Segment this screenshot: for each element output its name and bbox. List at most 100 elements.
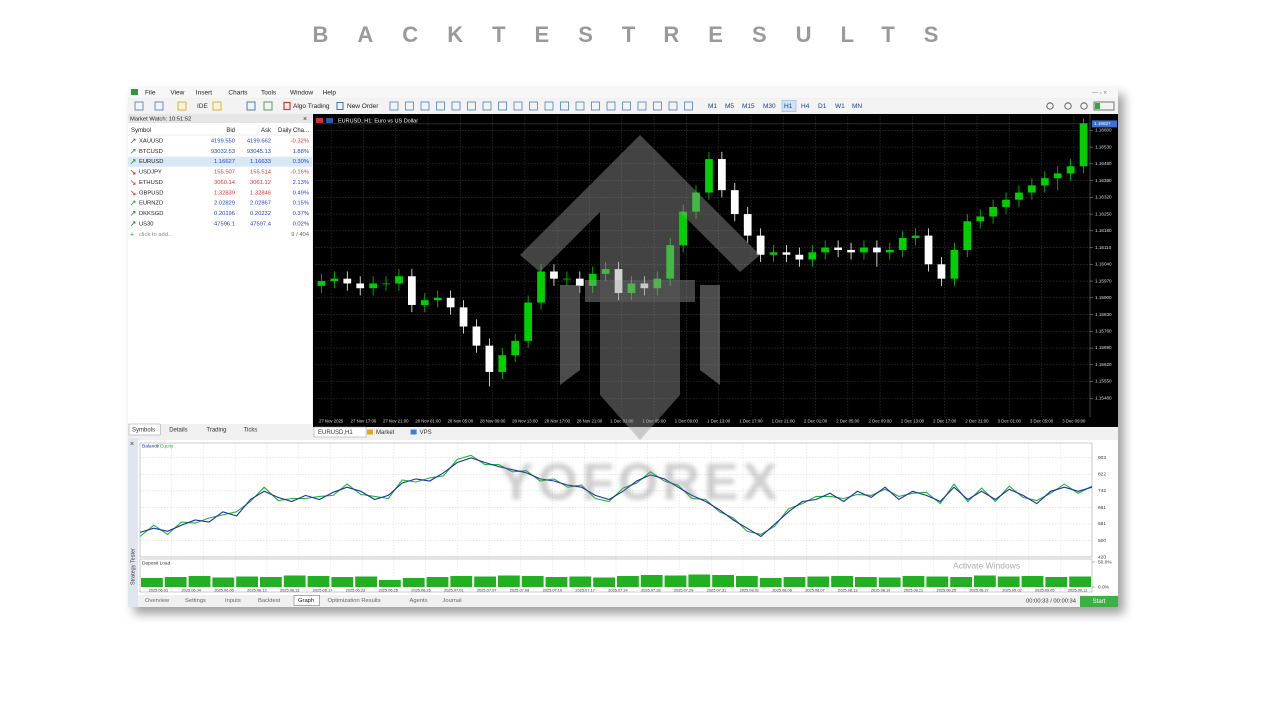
symbol-name[interactable]: USDJPY xyxy=(139,170,162,176)
toolbar-icon[interactable] xyxy=(684,101,693,111)
candle-body xyxy=(1079,123,1088,167)
menu-item[interactable]: Help xyxy=(323,90,337,97)
candle-body xyxy=(924,235,933,265)
toolbar-icon[interactable] xyxy=(482,101,492,111)
timeframe-button[interactable]: M15 xyxy=(742,103,755,110)
toolbar-icon[interactable] xyxy=(154,101,164,111)
tester-tab[interactable]: Inputs xyxy=(225,598,241,604)
toolbar-icon[interactable] xyxy=(405,101,414,111)
toolbar-button[interactable]: Algo Trading xyxy=(293,103,330,110)
candle-body xyxy=(666,245,675,279)
tester-tab[interactable]: Backtest xyxy=(258,598,281,604)
toolbar-icon[interactable] xyxy=(1080,102,1088,110)
symbol-name[interactable]: US30 xyxy=(139,221,154,227)
candle-body xyxy=(769,252,778,255)
price-tick-label: 1.16390 xyxy=(1095,178,1112,183)
toolbar-icon[interactable] xyxy=(591,101,600,111)
timeframe-button[interactable]: H4 xyxy=(801,103,810,110)
toolbar-icon[interactable] xyxy=(246,101,256,111)
timeframe-button[interactable]: M1 xyxy=(708,103,717,110)
timeframe-button[interactable]: MN xyxy=(852,103,862,110)
toolbar-icon[interactable] xyxy=(1064,102,1072,110)
toolbar-icon[interactable] xyxy=(1046,102,1054,110)
menu-item[interactable]: Tools xyxy=(261,90,277,97)
symbol-name[interactable]: GBPUSD xyxy=(139,190,163,196)
chart-tab[interactable]: EURUSD,H1 xyxy=(318,430,353,436)
toolbar-icon[interactable] xyxy=(436,101,445,111)
menu-bar xyxy=(128,87,1118,98)
toolbar-icon[interactable] xyxy=(606,101,616,111)
start-button[interactable] xyxy=(1080,596,1118,607)
toolbar-icon[interactable] xyxy=(420,101,430,111)
toolbar-icon[interactable] xyxy=(637,101,647,111)
timeframe-button[interactable]: W1 xyxy=(835,103,845,110)
toolbar-icon[interactable] xyxy=(389,101,399,111)
load-title: Deposit Load xyxy=(142,560,171,566)
tester-tab[interactable]: Optimization Results xyxy=(328,598,381,604)
candle-body xyxy=(756,235,765,255)
toolbar-icon[interactable] xyxy=(498,101,507,111)
symbol-name[interactable]: EURNZD xyxy=(139,201,163,207)
toolbar-icon[interactable] xyxy=(622,101,631,111)
toolbar-icon[interactable] xyxy=(668,101,678,111)
toolbar-icon[interactable] xyxy=(467,101,476,111)
chart-tab[interactable]: VPS xyxy=(420,430,432,436)
add-symbol[interactable]: click to add... xyxy=(139,232,173,238)
candle-body xyxy=(976,216,985,222)
panel-tab[interactable]: Ticks xyxy=(244,428,258,434)
toolbar-icon[interactable] xyxy=(263,101,273,111)
symbol-name[interactable]: ETHUSD xyxy=(139,180,163,186)
load-bar xyxy=(878,577,901,587)
toolbar-icon[interactable] xyxy=(544,101,554,111)
panel-tab[interactable]: Details xyxy=(169,428,187,434)
toolbar-icon[interactable] xyxy=(653,101,662,111)
date-label: 2025.06.13 xyxy=(280,588,299,593)
toolbar-icon[interactable] xyxy=(560,101,569,111)
candle-body xyxy=(369,283,377,289)
candle-body xyxy=(782,252,791,255)
candle-body xyxy=(963,221,972,250)
panel-tab[interactable]: Trading xyxy=(206,428,226,434)
toolbar-icon[interactable] xyxy=(134,101,144,111)
symbol-name[interactable]: EURUSD xyxy=(139,159,163,165)
toolbar-button[interactable]: IDE xyxy=(197,103,209,110)
chart-tab[interactable]: Market xyxy=(376,430,395,436)
tester-tab[interactable]: Overview xyxy=(145,598,170,604)
toolbar-button[interactable]: New Order xyxy=(347,103,379,110)
timeframe-button[interactable]: M30 xyxy=(763,103,776,110)
tester-tab[interactable]: Agents xyxy=(410,598,428,604)
tester-tab-bar xyxy=(138,595,1118,607)
toolbar-icon[interactable] xyxy=(529,101,538,111)
timeframe-button[interactable]: M5 xyxy=(725,103,734,110)
tester-tab[interactable]: Settings xyxy=(185,598,206,604)
candle-body xyxy=(730,190,739,215)
panel-tab[interactable]: Symbols xyxy=(132,428,155,434)
toolbar-icon[interactable] xyxy=(451,101,461,111)
arrow-up-icon xyxy=(130,159,136,164)
symbol-name[interactable]: DKKSGD xyxy=(139,211,163,217)
menu-item[interactable]: Insert xyxy=(196,90,212,97)
toolbar-icon[interactable] xyxy=(575,101,585,111)
menu-item[interactable]: Charts xyxy=(228,90,248,97)
arrow-down-icon xyxy=(130,190,136,196)
start-button-label[interactable]: Start xyxy=(1093,599,1106,605)
date-label: 2025.07.29 xyxy=(674,588,693,593)
time-label: 2 Dec 21:00 xyxy=(965,419,989,424)
symbol-name[interactable]: BTCUSD xyxy=(139,149,163,155)
menu-item[interactable]: View xyxy=(170,90,184,97)
menu-item[interactable]: File xyxy=(145,90,156,97)
toolbar-icon[interactable] xyxy=(212,101,222,111)
symbol-name[interactable]: XAUUSD xyxy=(139,139,163,145)
menu-item[interactable]: Window xyxy=(290,90,313,97)
toolbar-icon[interactable] xyxy=(177,101,187,111)
close-button[interactable]: × xyxy=(303,116,307,123)
toolbar-icon[interactable] xyxy=(513,101,523,111)
legend-entry: Balance xyxy=(142,443,160,449)
candle-body xyxy=(433,297,442,301)
timeframe-button[interactable]: H1 xyxy=(784,103,793,110)
close-button[interactable]: × xyxy=(130,441,134,448)
tester-tab[interactable]: Graph xyxy=(298,598,314,604)
tester-tab[interactable]: Journal xyxy=(443,598,462,604)
timeframe-button[interactable]: D1 xyxy=(818,103,827,110)
